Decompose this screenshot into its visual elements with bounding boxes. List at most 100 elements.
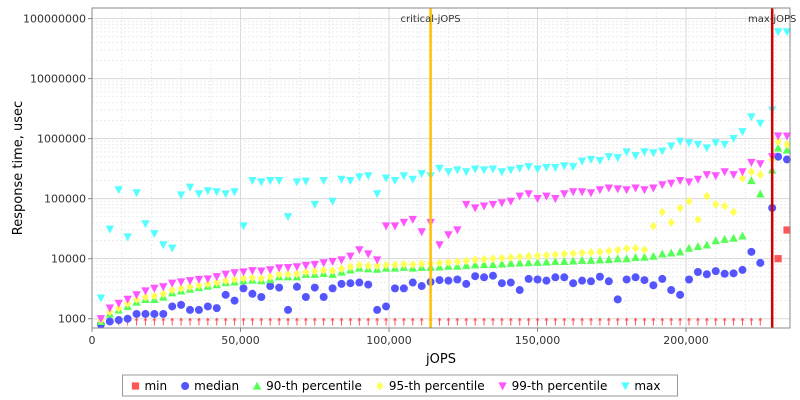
data-point [488, 260, 498, 269]
min-point-head [678, 317, 683, 321]
data-point [497, 259, 507, 268]
data-point [337, 264, 346, 274]
x-tick-label: 0 [89, 334, 96, 347]
data-point [542, 192, 551, 201]
data-point [577, 157, 587, 166]
data-point [515, 258, 524, 267]
data-point [693, 175, 703, 184]
data-point [693, 242, 703, 251]
data-point [283, 264, 293, 273]
min-point-head [642, 317, 647, 321]
min-point-head [179, 317, 184, 321]
data-point [649, 281, 658, 290]
data-point [747, 247, 756, 256]
data-point [123, 314, 132, 323]
legend-swatch [376, 381, 384, 391]
data-point [203, 275, 213, 284]
data-point [346, 252, 355, 261]
min-point-head [392, 317, 397, 321]
data-point [96, 294, 106, 303]
min-point-head [695, 317, 700, 321]
series-99-th-percentile [96, 132, 792, 324]
data-point [177, 300, 186, 309]
data-point [774, 152, 783, 161]
marker-label: max-jOPS [748, 14, 796, 25]
data-point [658, 181, 667, 190]
data-point [595, 186, 605, 195]
data-point [614, 245, 622, 255]
data-point [694, 215, 702, 224]
data-point [159, 309, 168, 318]
min-point-head [286, 317, 291, 321]
data-point [524, 258, 533, 267]
data-point [337, 256, 346, 265]
data-point [203, 187, 213, 196]
data-point [729, 269, 738, 278]
min-point-head [214, 317, 219, 321]
data-point [721, 201, 729, 211]
marker-label: critical-jOPS [401, 14, 461, 25]
data-point [729, 233, 738, 242]
data-point [568, 256, 578, 265]
min-point-head [384, 317, 389, 321]
data-point [337, 175, 346, 184]
data-point [230, 296, 239, 305]
data-point [569, 249, 577, 258]
data-point [462, 279, 471, 288]
data-point [382, 302, 391, 311]
data-point [222, 276, 230, 286]
data-point [364, 172, 373, 181]
data-point [666, 179, 676, 188]
legend-label: median [194, 379, 239, 393]
data-point [631, 184, 640, 193]
data-point [506, 166, 515, 175]
data-point [373, 305, 382, 314]
data-point [132, 291, 141, 300]
data-point [319, 292, 328, 301]
data-point [774, 255, 782, 263]
data-point [783, 155, 792, 164]
min-point-head [704, 317, 709, 321]
min-point-head [268, 317, 273, 321]
data-point [551, 250, 559, 259]
data-point [400, 259, 408, 269]
data-point [756, 119, 765, 128]
data-point [693, 267, 702, 276]
data-point [738, 173, 747, 183]
min-point-head [446, 317, 451, 321]
data-point [489, 254, 497, 264]
data-point [453, 275, 462, 284]
min-point-head [294, 317, 299, 321]
data-point [408, 215, 417, 224]
min-point-head [196, 317, 201, 321]
min-point-head [143, 317, 148, 321]
data-point [649, 149, 658, 158]
data-point [266, 272, 274, 282]
data-point [586, 155, 596, 164]
data-point [310, 283, 319, 292]
data-point [471, 255, 479, 265]
data-point [195, 280, 203, 290]
data-point [266, 176, 275, 185]
min-point-head [749, 317, 754, 321]
legend-swatch [131, 382, 140, 390]
data-point [292, 282, 301, 291]
plot-frame [91, 7, 791, 329]
data-point [684, 139, 694, 148]
data-point [623, 244, 631, 253]
data-point [194, 190, 204, 199]
data-point [756, 170, 764, 180]
data-point [667, 286, 676, 295]
data-point [141, 220, 150, 229]
min-point-head [312, 317, 317, 321]
y-tick-label: 10000 [51, 253, 86, 266]
data-point [533, 195, 542, 204]
data-point [470, 260, 480, 269]
data-point [186, 305, 195, 314]
min-point-head [339, 317, 344, 321]
min-point-head [152, 317, 157, 321]
data-point [301, 177, 311, 186]
data-point [239, 284, 248, 293]
data-point [578, 276, 587, 285]
